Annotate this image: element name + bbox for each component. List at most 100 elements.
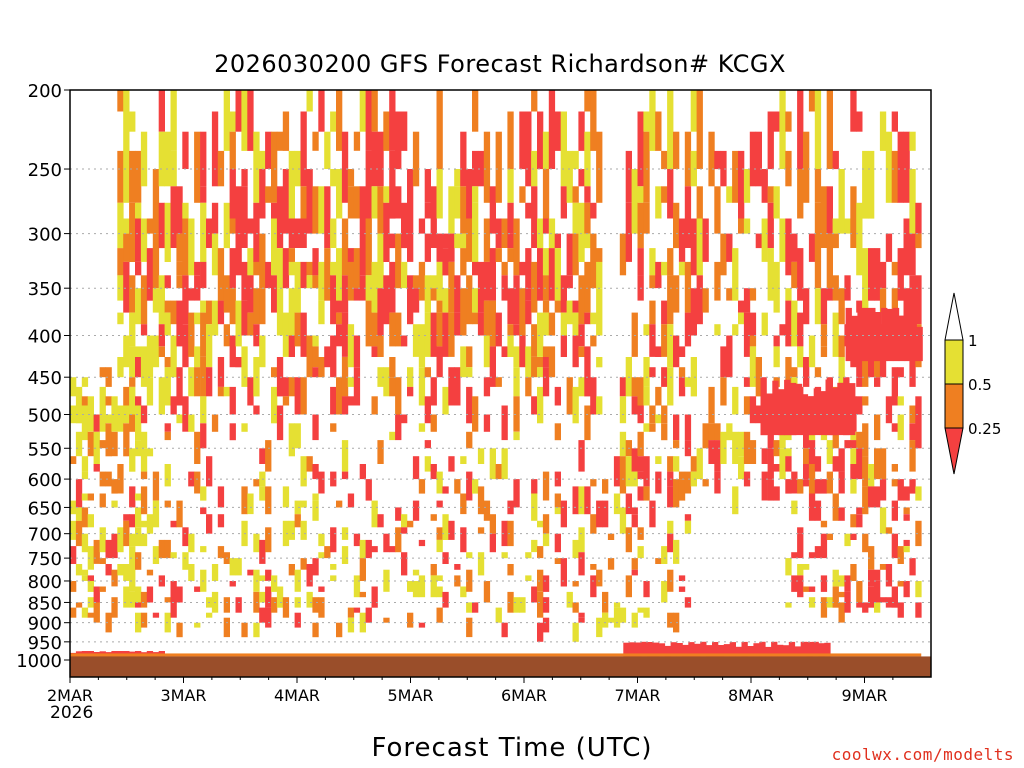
heatmap-cell: [832, 150, 839, 170]
heatmap-cell: [537, 357, 544, 368]
heatmap-cell: [188, 533, 195, 553]
heatmap-cell: [395, 377, 402, 415]
heatmap-cell: [466, 569, 473, 592]
heatmap-cell: [696, 448, 703, 480]
heatmap-cell: [194, 261, 201, 276]
heatmap-cell: [430, 377, 437, 406]
heatmap-cell: [531, 90, 538, 112]
region-cell: [795, 383, 803, 436]
boundary-layer-band: [70, 653, 922, 657]
heatmap-cell: [353, 335, 361, 368]
heatmap-cell: [436, 261, 443, 301]
heatmap-cell: [194, 586, 201, 592]
heatmap-cell: [235, 186, 242, 234]
heatmap-cell: [129, 514, 136, 528]
heatmap-cell: [590, 377, 597, 415]
heatmap-cell: [767, 479, 774, 501]
heatmap-cell: [140, 431, 148, 449]
heatmap-cell: [661, 546, 668, 564]
heatmap-cell: [542, 617, 550, 633]
heatmap-cell: [820, 324, 828, 347]
heatmap-cell: [152, 288, 160, 313]
heatmap-cell: [785, 300, 792, 347]
heatmap-cell: [217, 300, 225, 325]
heatmap-cell: [466, 431, 473, 449]
region-cell: [760, 377, 767, 436]
heatmap-cell: [501, 520, 508, 547]
heatmap-cell: [537, 622, 544, 642]
heatmap-cell: [211, 602, 219, 613]
year-label: 2026: [50, 703, 94, 723]
region-cell: [807, 396, 815, 436]
heatmap-cell: [158, 346, 165, 357]
heatmap-cell: [365, 479, 372, 501]
heatmap-cell: [140, 520, 148, 528]
heatmap-cell: [862, 346, 869, 387]
heatmap-cell: [206, 367, 213, 397]
heatmap-cell: [140, 448, 148, 472]
heatmap-cell: [129, 386, 136, 415]
heatmap-cell: [371, 396, 378, 415]
heatmap-cell: [229, 581, 236, 587]
heatmap-cell: [655, 558, 662, 564]
heatmap-cell: [797, 169, 804, 219]
heatmap-cell: [176, 275, 183, 289]
heatmap-cell: [442, 288, 449, 313]
heatmap-cell: [820, 288, 828, 325]
heatmap-cell: [667, 275, 674, 325]
heatmap-cell: [554, 533, 561, 553]
region-cell: [723, 644, 731, 657]
heatmap-cell: [785, 448, 792, 457]
heatmap-cell: [282, 396, 290, 406]
region-cell: [851, 315, 858, 362]
heatmap-cell: [442, 486, 449, 494]
heatmap-cell: [584, 90, 591, 112]
heatmap-cell: [111, 479, 118, 494]
heatmap-cell: [525, 377, 532, 397]
heatmap-cell: [466, 602, 473, 613]
heatmap-cell: [164, 300, 171, 313]
heatmap-cell: [341, 527, 349, 540]
heatmap-cell: [596, 248, 603, 262]
heatmap-cell: [891, 111, 898, 132]
heatmap-cell: [909, 131, 916, 151]
x-tick-label: 2MAR: [47, 686, 93, 705]
heatmap-cell: [489, 448, 496, 480]
heatmap-cell: [637, 607, 644, 613]
heatmap-cell: [454, 564, 461, 570]
x-tick-label: 3MAR: [160, 686, 206, 705]
heatmap-cell: [430, 288, 437, 301]
heatmap-cell: [531, 186, 538, 248]
heatmap-cell: [129, 414, 136, 432]
heatmap-cell: [105, 471, 112, 487]
heatmap-cell: [454, 169, 461, 187]
heatmap-cell: [909, 558, 916, 576]
heatmap-cell: [188, 414, 195, 432]
heatmap-cell: [537, 312, 544, 357]
legend-level-label: 0.25: [968, 420, 1001, 438]
legend-cap-top: [944, 292, 964, 341]
heatmap-cell: [436, 346, 443, 378]
heatmap-cell: [111, 396, 118, 432]
heatmap-cell: [554, 386, 561, 406]
heatmap-cell: [253, 533, 260, 553]
heatmap-cell: [720, 150, 727, 187]
heatmap-cell: [229, 288, 236, 325]
region-cell: [857, 307, 864, 362]
heatmap-cell: [773, 186, 780, 219]
region-cell: [904, 307, 911, 362]
heatmap-cell: [625, 527, 632, 553]
heatmap-cell: [99, 386, 106, 406]
heatmap-cell: [87, 581, 94, 592]
heatmap-cell: [814, 500, 822, 521]
heatmap-cell: [265, 527, 272, 553]
heatmap-cell: [566, 591, 573, 608]
heatmap-cell: [359, 558, 366, 581]
heatmap-cell: [135, 218, 142, 262]
heatmap-cell: [749, 131, 757, 187]
heatmap-cell: [442, 312, 449, 357]
heatmap-cell: [714, 423, 721, 441]
heatmap-cell: [738, 300, 745, 313]
heatmap-cell: [341, 546, 349, 564]
heatmap-cell: [276, 586, 284, 608]
